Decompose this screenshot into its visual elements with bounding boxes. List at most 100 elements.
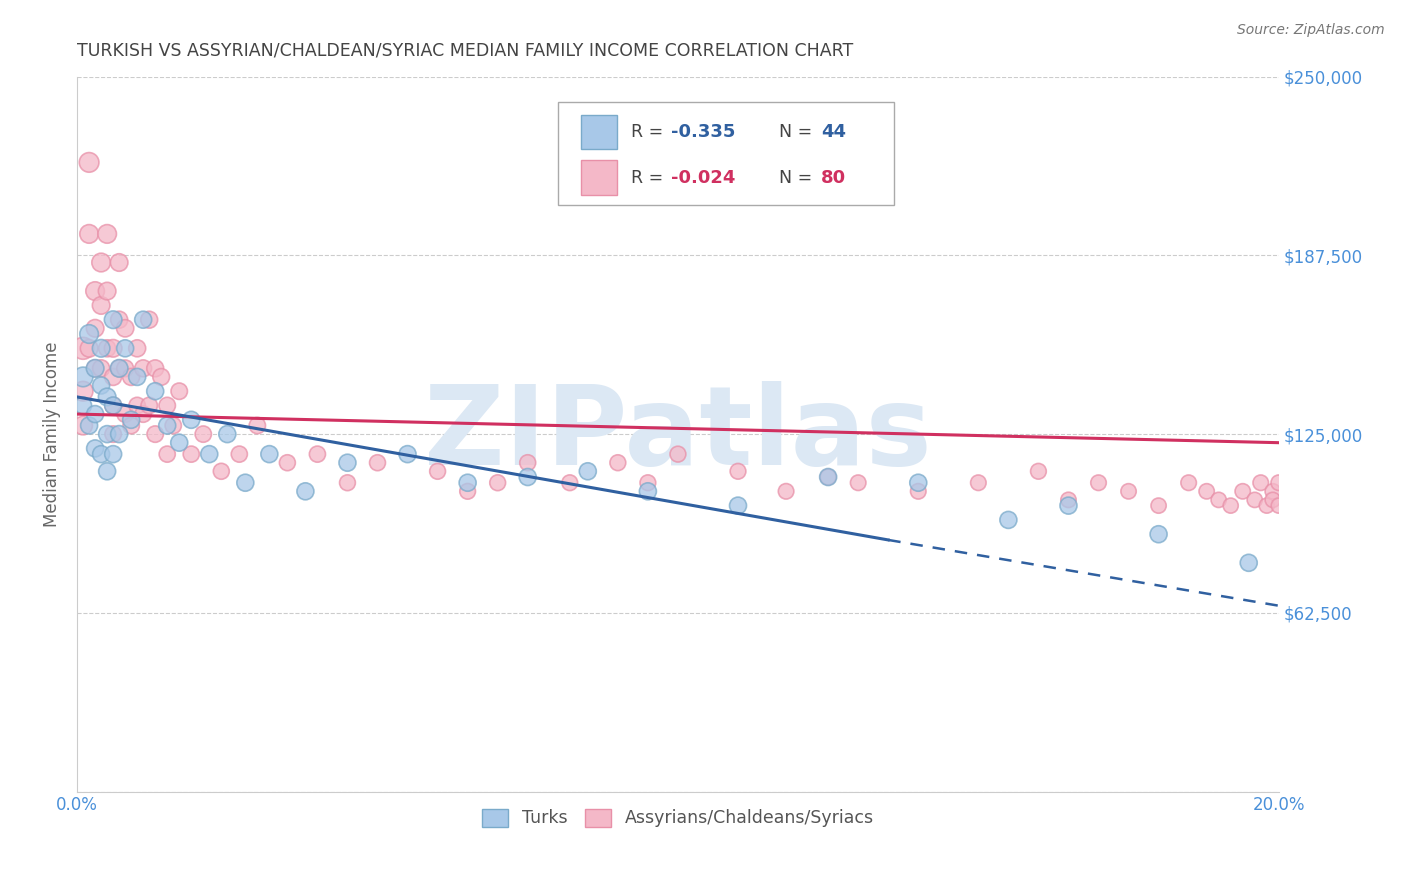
Point <box>1250 475 1272 490</box>
Point <box>1195 484 1218 499</box>
Point <box>72 384 94 399</box>
Point <box>276 456 298 470</box>
Point <box>101 447 124 461</box>
Point <box>77 155 100 169</box>
Point <box>127 341 149 355</box>
Point <box>727 464 749 478</box>
Point <box>457 475 479 490</box>
Point <box>84 284 107 298</box>
Point <box>143 361 166 376</box>
Point <box>77 418 100 433</box>
Point <box>997 513 1019 527</box>
Point <box>114 361 136 376</box>
Point <box>198 447 221 461</box>
Text: R =: R = <box>631 169 669 186</box>
Point <box>156 447 179 461</box>
Point <box>162 418 184 433</box>
Point <box>367 456 389 470</box>
Point <box>336 475 359 490</box>
Point <box>138 399 160 413</box>
Point <box>120 413 142 427</box>
Point <box>101 427 124 442</box>
Point <box>96 390 118 404</box>
Point <box>90 298 112 312</box>
Point <box>1261 492 1284 507</box>
Point <box>1232 484 1254 499</box>
Point <box>666 447 689 461</box>
Point <box>143 384 166 399</box>
Text: ZIPatlas: ZIPatlas <box>425 381 932 488</box>
Point <box>120 418 142 433</box>
Point <box>576 464 599 478</box>
Point <box>259 447 281 461</box>
Text: -0.024: -0.024 <box>671 169 735 186</box>
Point <box>228 447 250 461</box>
Point <box>72 341 94 355</box>
Point <box>817 470 839 484</box>
Point <box>516 456 538 470</box>
Point <box>101 399 124 413</box>
Point <box>72 370 94 384</box>
Point <box>1208 492 1230 507</box>
Point <box>209 464 232 478</box>
Point <box>637 475 659 490</box>
Point <box>1268 499 1291 513</box>
Point <box>84 407 107 421</box>
Point <box>907 475 929 490</box>
Point <box>1177 475 1199 490</box>
Bar <box>581 115 617 149</box>
Point <box>233 475 256 490</box>
Point <box>846 475 869 490</box>
Point <box>90 361 112 376</box>
Legend: Turks, Assyrians/Chaldeans/Syriacs: Turks, Assyrians/Chaldeans/Syriacs <box>475 802 882 834</box>
Point <box>167 435 190 450</box>
Point <box>1057 499 1080 513</box>
Point <box>336 456 359 470</box>
Point <box>1256 499 1278 513</box>
Point <box>1237 556 1260 570</box>
Point <box>637 484 659 499</box>
Point <box>1261 484 1284 499</box>
Point <box>120 370 142 384</box>
Point <box>727 499 749 513</box>
Point <box>156 399 179 413</box>
Point <box>426 464 449 478</box>
Point <box>606 456 628 470</box>
Point <box>96 227 118 241</box>
Point <box>180 447 202 461</box>
Point <box>77 227 100 241</box>
Text: R =: R = <box>631 123 669 141</box>
Point <box>132 407 155 421</box>
Bar <box>581 161 617 194</box>
Point <box>1147 527 1170 541</box>
Point <box>167 384 190 399</box>
Point <box>193 427 215 442</box>
Point <box>246 418 269 433</box>
Point <box>101 341 124 355</box>
Text: N =: N = <box>779 123 818 141</box>
Point <box>1057 492 1080 507</box>
Y-axis label: Median Family Income: Median Family Income <box>44 342 60 527</box>
Point <box>108 312 131 326</box>
Point <box>486 475 509 490</box>
Text: 44: 44 <box>821 123 846 141</box>
Text: N =: N = <box>779 169 818 186</box>
Point <box>72 399 94 413</box>
Point <box>307 447 329 461</box>
Point <box>101 399 124 413</box>
Point <box>96 284 118 298</box>
Point <box>127 399 149 413</box>
Point <box>143 427 166 442</box>
Point <box>108 361 131 376</box>
Point <box>101 312 124 326</box>
Point <box>96 341 118 355</box>
FancyBboxPatch shape <box>558 102 894 205</box>
Point <box>77 341 100 355</box>
Point <box>114 407 136 421</box>
Point <box>1147 499 1170 513</box>
Point <box>217 427 239 442</box>
Point <box>90 255 112 269</box>
Text: -0.335: -0.335 <box>671 123 735 141</box>
Point <box>108 361 131 376</box>
Point <box>180 413 202 427</box>
